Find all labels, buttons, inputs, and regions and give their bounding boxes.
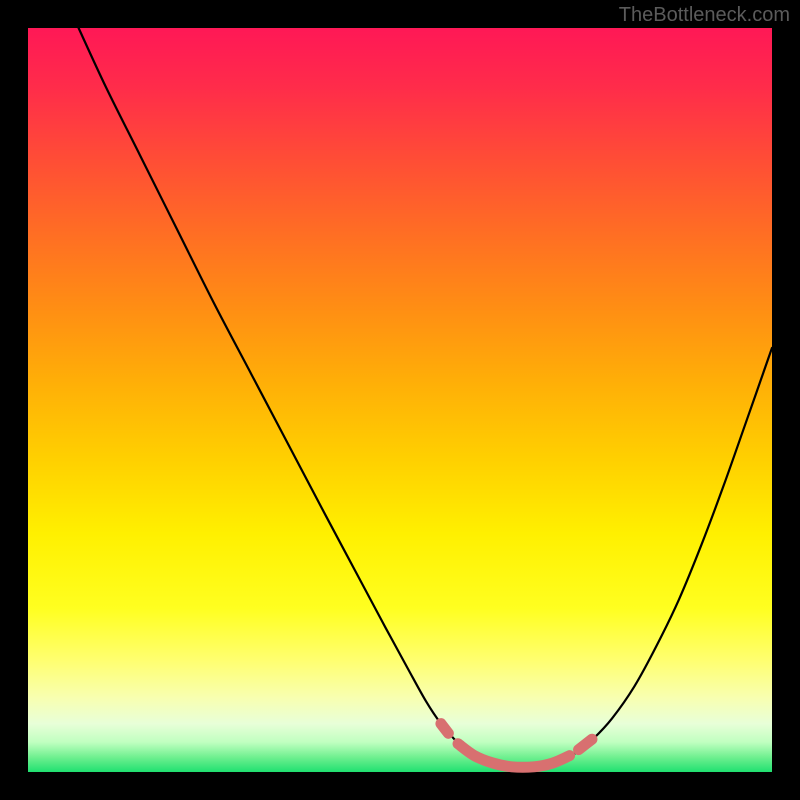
bottleneck-chart	[0, 0, 800, 800]
optimal-segment-0	[441, 724, 448, 734]
gradient-plot-area	[28, 28, 772, 772]
watermark-text: TheBottleneck.com	[619, 4, 790, 27]
